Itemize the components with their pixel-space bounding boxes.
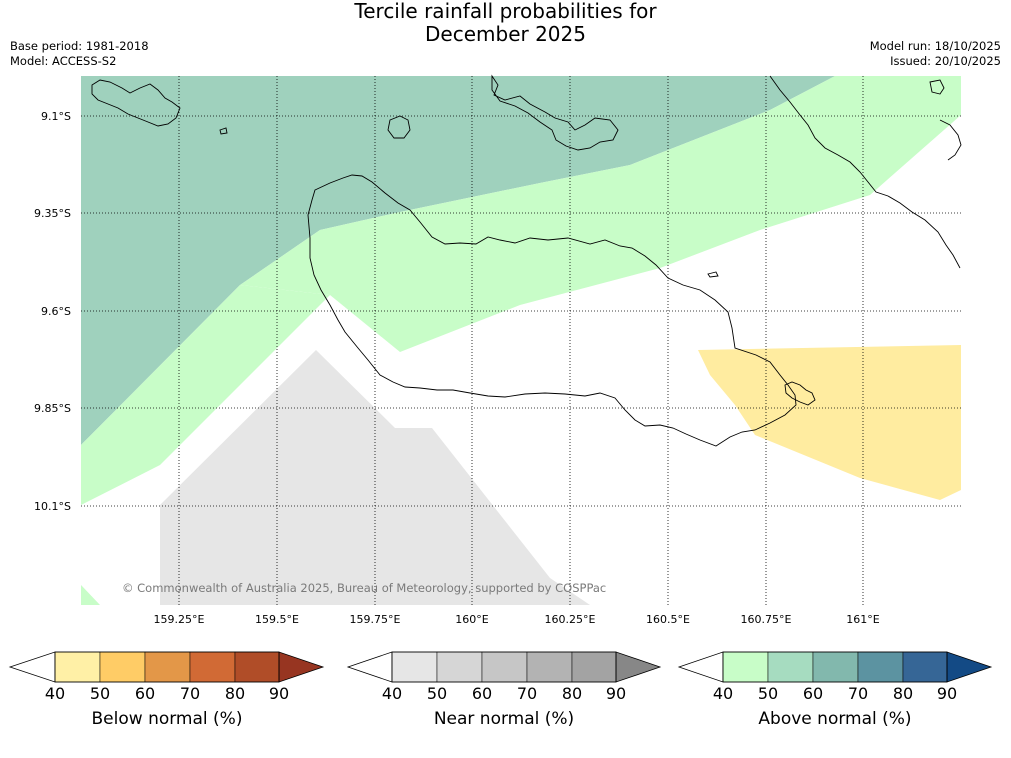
- title-line-2: December 2025: [425, 22, 586, 46]
- coastline-east-edge: [939, 119, 962, 161]
- above-normal-40-region: [240, 76, 961, 352]
- colorbar-near-normal-bin-40: [391, 651, 438, 683]
- coastline-islet-3: [707, 271, 719, 278]
- gridlines: [81, 76, 961, 605]
- lon-label-161: 161°E: [846, 613, 879, 626]
- lon-label-160-25: 160.25°E: [545, 613, 596, 626]
- meta-left: Base period: 1981-2018 Model: ACCESS-S2: [10, 39, 149, 69]
- colorbar-above-normal-bin-40: [722, 651, 769, 683]
- colorbar-above-normal: [677, 651, 993, 683]
- near-normal-40-region: [160, 350, 590, 605]
- near-tick-50: 50: [427, 684, 447, 703]
- colorbar-below-normal-high-extend: [278, 651, 325, 683]
- below-tick-80: 80: [225, 684, 245, 703]
- below-tick-40: 40: [45, 684, 65, 703]
- near-tick-70: 70: [517, 684, 537, 703]
- colorbar-near-normal-bin-50: [436, 651, 483, 683]
- colorbar-near-normal: [346, 651, 662, 683]
- colorbar-near-normal-bin-80: [571, 651, 617, 683]
- title-line-1: Tercile rainfall probabilities for: [354, 0, 657, 23]
- model-run: Model run: 18/10/2025: [869, 39, 1001, 53]
- lat-label-9-1: 9.1°S: [41, 110, 71, 123]
- colorbar-below-normal-bin-60: [144, 651, 191, 683]
- near-tick-80: 80: [562, 684, 582, 703]
- lon-label-160-75: 160.75°E: [741, 613, 792, 626]
- above-tick-80: 80: [893, 684, 913, 703]
- coastline-islet-1: [387, 115, 411, 139]
- colorbar-title-above-normal: Above normal (%): [758, 709, 912, 729]
- colorbar-near-normal-low-extend: [346, 651, 393, 683]
- near-tick-90: 90: [606, 684, 626, 703]
- below-tick-50: 50: [90, 684, 110, 703]
- colorbar-below-normal-bin-50: [99, 651, 146, 683]
- colorbar-below-normal-bin-40: [54, 651, 101, 683]
- above-tick-90: 90: [937, 684, 957, 703]
- lat-label-9-35: 9.35°S: [34, 207, 71, 220]
- colorbar-title-near-normal: Near normal (%): [433, 709, 575, 729]
- coastline-ne-islet: [929, 79, 945, 95]
- lon-label-159-5: 159.5°E: [255, 613, 299, 626]
- colorbar-above-normal-bin-80: [902, 651, 948, 683]
- colorbar-below-normal-low-extend: [8, 651, 56, 683]
- colorbar-above-normal-bin-50: [767, 651, 814, 683]
- above-normal-40-corner: [81, 585, 100, 605]
- colorbar-near-normal-high-extend: [615, 651, 662, 683]
- colorbar-below-normal: [8, 651, 325, 683]
- model-name: Model: ACCESS-S2: [10, 54, 117, 68]
- below-tick-90: 90: [269, 684, 289, 703]
- colorbar-below-normal-bin-80: [234, 651, 280, 683]
- coastlines: [91, 74, 962, 447]
- colorbar-below-normal-bin-70: [189, 651, 236, 683]
- colorbar-below-normal-frame: [54, 651, 280, 683]
- above-tick-40: 40: [713, 684, 733, 703]
- lon-label-160-5: 160.5°E: [646, 613, 690, 626]
- colorbar-above-normal-bin-60: [812, 651, 859, 683]
- map-title: Tercile rainfall probabilities for Decem…: [0, 0, 1011, 46]
- coastline-russell-islands: [91, 79, 181, 127]
- copyright-notice: © Commonwealth of Australia 2025, Bureau…: [122, 581, 606, 595]
- base-period: Base period: 1981-2018: [10, 39, 149, 53]
- colorbar-near-normal-frame: [391, 651, 617, 683]
- colorbar-above-normal-frame: [722, 651, 948, 683]
- lat-label-10-1: 10.1°S: [34, 500, 71, 513]
- below-tick-70: 70: [180, 684, 200, 703]
- lat-label-9-6: 9.6°S: [41, 305, 71, 318]
- colorbar-above-normal-low-extend: [677, 651, 724, 683]
- colorbar-near-normal-bin-70: [526, 651, 573, 683]
- coastline-islet-2: [219, 127, 228, 135]
- lat-label-9-85: 9.85°S: [34, 402, 71, 415]
- near-tick-60: 60: [472, 684, 492, 703]
- above-normal-50-region: [81, 76, 835, 445]
- below-tick-60: 60: [135, 684, 155, 703]
- above-tick-50: 50: [758, 684, 778, 703]
- coastline-guadalcanal: [307, 174, 797, 447]
- map-panel: 9.1°S 9.35°S 9.6°S 9.85°S 10.1°S 159.25°…: [34, 74, 962, 626]
- coastline-marau-islets: [784, 381, 816, 406]
- colorbar-near-normal-bin-60: [481, 651, 528, 683]
- below-normal-40-region: [698, 345, 961, 500]
- lon-label-159-75: 159.75°E: [350, 613, 401, 626]
- colorbar-ticks: 40 50 60 70 80 90 40 50 60 70 80 90 40 5…: [45, 684, 957, 703]
- colorbar-title-below-normal: Below normal (%): [91, 709, 243, 729]
- latitude-labels: 9.1°S 9.35°S 9.6°S 9.85°S 10.1°S: [34, 110, 71, 513]
- above-tick-60: 60: [803, 684, 823, 703]
- issued-date: Issued: 20/10/2025: [890, 54, 1001, 68]
- lon-label-160: 160°E: [455, 613, 488, 626]
- near-tick-40: 40: [382, 684, 402, 703]
- colorbar-above-normal-high-extend: [946, 651, 993, 683]
- above-normal-40-region-west: [81, 285, 330, 505]
- meta-right: Model run: 18/10/2025 Issued: 20/10/2025: [870, 39, 1001, 69]
- coastline-malaita: [769, 75, 961, 269]
- lon-label-159-25: 159.25°E: [154, 613, 205, 626]
- above-tick-70: 70: [848, 684, 868, 703]
- longitude-labels: 159.25°E 159.5°E 159.75°E 160°E 160.25°E…: [154, 613, 880, 626]
- colorbar-above-normal-bin-70: [857, 651, 904, 683]
